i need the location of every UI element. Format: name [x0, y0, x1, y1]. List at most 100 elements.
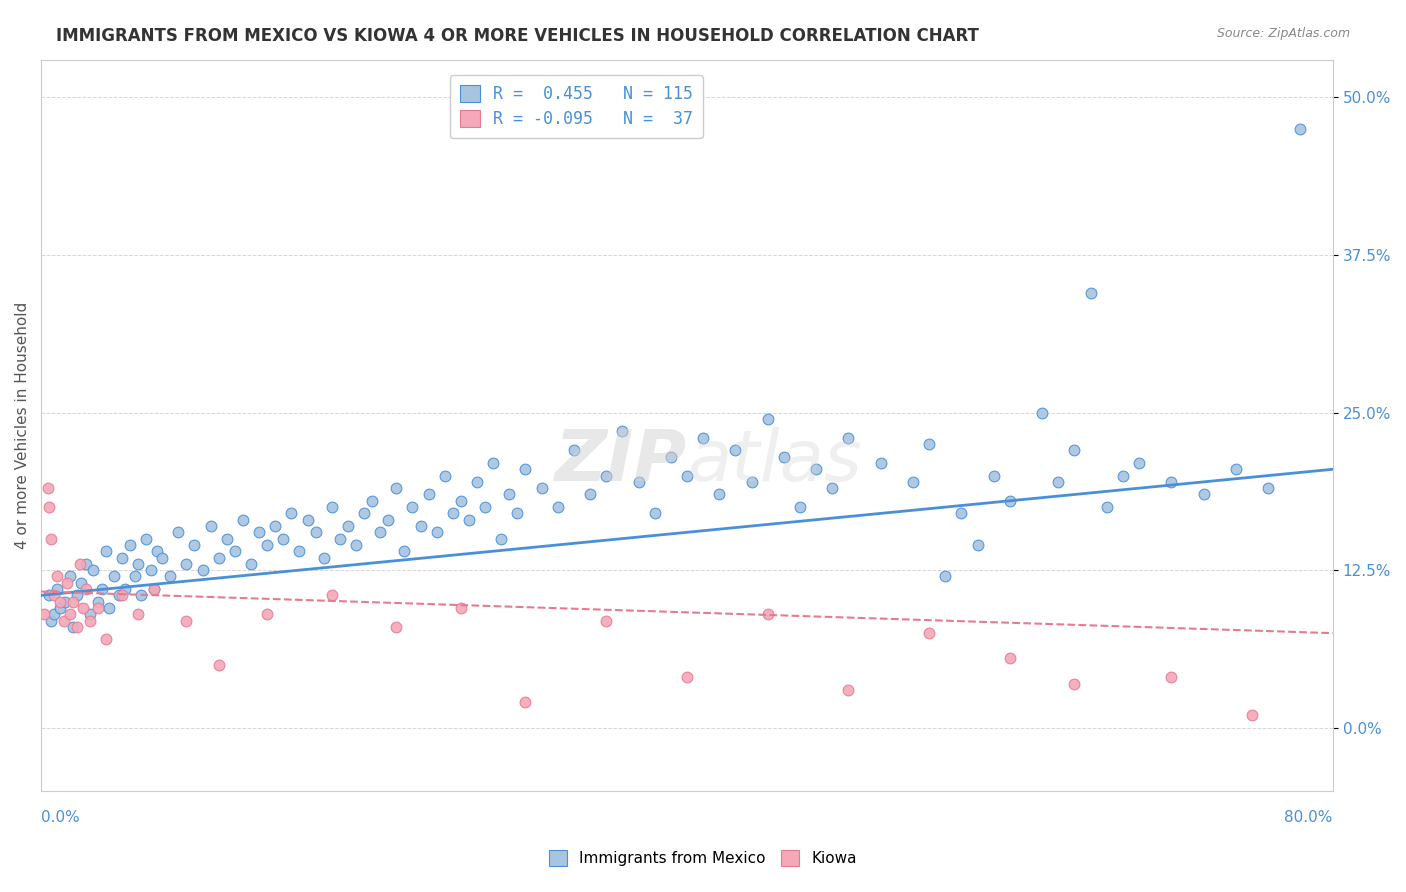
Point [240, 557, 263, 571]
Point [97, 601, 120, 615]
Point [498, 487, 520, 501]
Point [321, 500, 343, 514]
Point [804, 462, 827, 476]
Text: Source: ZipAtlas.com: Source: ZipAtlas.com [1216, 27, 1350, 40]
Point [1031, 406, 1053, 420]
Point [756, 412, 779, 426]
Legend: Immigrants from Mexico, Kiowa: Immigrants from Mexico, Kiowa [540, 841, 866, 875]
Point [271, 532, 294, 546]
Point [547, 500, 569, 514]
Point [676, 468, 699, 483]
Point [79, 614, 101, 628]
Point [1080, 285, 1102, 300]
Point [69, 557, 91, 571]
Point [72, 601, 94, 615]
Point [224, 544, 246, 558]
Point [42, 607, 65, 622]
Point [659, 450, 682, 464]
Point [950, 507, 973, 521]
Point [208, 657, 231, 672]
Point [49, 594, 72, 608]
Text: IMMIGRANTS FROM MEXICO VS KIOWA 4 OR MORE VEHICLES IN HOUSEHOLD CORRELATION CHAR: IMMIGRANTS FROM MEXICO VS KIOWA 4 OR MOR… [56, 27, 979, 45]
Point [821, 481, 844, 495]
Point [111, 588, 134, 602]
Point [139, 563, 162, 577]
Point [215, 532, 238, 546]
Point [124, 569, 146, 583]
Point [918, 437, 941, 451]
Point [336, 519, 359, 533]
Point [135, 532, 157, 546]
Point [66, 588, 89, 602]
Point [34, 607, 56, 622]
Point [595, 468, 617, 483]
Point [129, 588, 152, 602]
Point [692, 431, 714, 445]
Point [59, 607, 82, 622]
Point [62, 620, 84, 634]
Point [562, 443, 585, 458]
Point [418, 487, 440, 501]
Point [1160, 670, 1182, 684]
Point [94, 544, 117, 558]
Point [37, 481, 59, 495]
Point [998, 493, 1021, 508]
Point [46, 569, 69, 583]
Point [39, 614, 62, 628]
Point [1192, 487, 1215, 501]
Point [86, 594, 108, 608]
Point [127, 607, 149, 622]
Point [515, 696, 537, 710]
Point [280, 507, 302, 521]
Point [1128, 456, 1150, 470]
Point [297, 513, 319, 527]
Point [107, 588, 129, 602]
Point [82, 563, 104, 577]
Point [256, 607, 278, 622]
Point [329, 532, 352, 546]
Point [1112, 468, 1135, 483]
Text: ZIP: ZIP [555, 427, 688, 496]
Point [143, 582, 166, 596]
Point [66, 620, 89, 634]
Point [918, 626, 941, 640]
Point [458, 513, 481, 527]
Point [94, 632, 117, 647]
Point [70, 575, 93, 590]
Point [103, 569, 125, 583]
Point [232, 513, 254, 527]
Text: 80.0%: 80.0% [1285, 810, 1333, 824]
Point [676, 670, 699, 684]
Point [627, 475, 650, 489]
Point [401, 500, 423, 514]
Point [288, 544, 311, 558]
Point [409, 519, 432, 533]
Point [256, 538, 278, 552]
Point [377, 513, 399, 527]
Point [86, 601, 108, 615]
Text: atlas: atlas [688, 427, 862, 496]
Point [1095, 500, 1118, 514]
Point [433, 468, 456, 483]
Point [159, 569, 181, 583]
Point [450, 601, 472, 615]
Point [150, 550, 173, 565]
Point [385, 620, 408, 634]
Point [506, 507, 529, 521]
Point [756, 607, 779, 622]
Point [312, 550, 335, 565]
Point [837, 682, 859, 697]
Point [515, 462, 537, 476]
Point [644, 507, 666, 521]
Point [491, 532, 513, 546]
Point [837, 431, 859, 445]
Point [998, 651, 1021, 665]
Point [49, 601, 72, 615]
Point [1063, 676, 1085, 690]
Legend: R =  0.455   N = 115, R = -0.095   N =  37: R = 0.455 N = 115, R = -0.095 N = 37 [450, 75, 703, 138]
Point [579, 487, 602, 501]
Point [934, 569, 956, 583]
Point [191, 563, 214, 577]
Point [426, 525, 449, 540]
Point [91, 582, 114, 596]
